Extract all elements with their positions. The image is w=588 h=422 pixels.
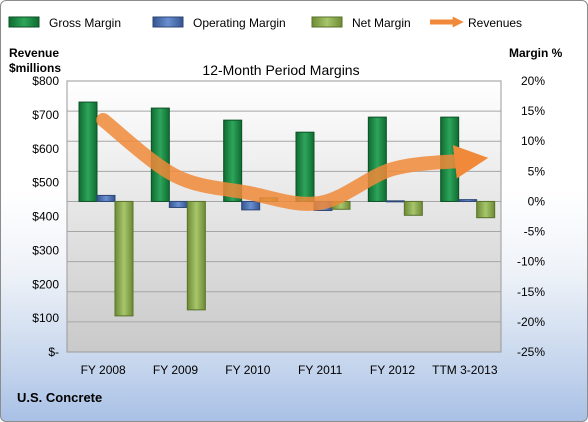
right-tick-label: 5% bbox=[528, 164, 546, 178]
left-axis-ticks: $800 $700 $600 $500 $400 $300 $200 $100 $- bbox=[32, 74, 59, 359]
net-margin-legend-swatch bbox=[311, 16, 343, 28]
operating-margin-bar bbox=[385, 200, 405, 203]
right-tick-label: 10% bbox=[521, 134, 545, 148]
right-tick-label: 20% bbox=[521, 74, 545, 88]
x-tick-label: FY 2010 bbox=[225, 363, 270, 377]
chart-legend: Gross Margin Operating Margin Net Margin Re… bbox=[8, 16, 522, 30]
net-margin-bar bbox=[403, 200, 423, 216]
gross-margin-legend-swatch bbox=[8, 16, 40, 28]
right-tick-label: 15% bbox=[521, 104, 545, 118]
left-tick-label: $400 bbox=[32, 210, 59, 224]
x-tick-label: FY 2012 bbox=[370, 363, 415, 377]
left-tick-label: $300 bbox=[32, 243, 59, 257]
operating-margin-bar bbox=[458, 199, 478, 202]
operating-margin-legend-label: Operating Margin bbox=[193, 16, 286, 30]
right-tick-label: 0% bbox=[528, 194, 546, 208]
left-tick-label: $- bbox=[48, 345, 59, 359]
bar-series bbox=[78, 101, 496, 317]
chart-title: 12-Month Period Margins bbox=[202, 62, 359, 78]
left-tick-label: $800 bbox=[32, 74, 59, 88]
operating-margin-bar bbox=[241, 200, 261, 211]
operating-margin-bar bbox=[96, 194, 116, 202]
revenues-series bbox=[96, 112, 489, 211]
right-tick-label: -5% bbox=[524, 225, 546, 239]
x-tick-label: TTM 3-2013 bbox=[432, 363, 498, 377]
net-margin-bar bbox=[114, 200, 134, 317]
net-margin-bar bbox=[186, 200, 206, 311]
left-axis-title-line1: Revenue bbox=[9, 46, 59, 60]
left-tick-label: $200 bbox=[32, 277, 59, 291]
gross-margin-bar bbox=[223, 119, 243, 202]
left-tick-label: $100 bbox=[32, 311, 59, 325]
revenues-line bbox=[96, 112, 489, 211]
left-tick-label: $700 bbox=[32, 108, 59, 122]
right-tick-label: -10% bbox=[517, 255, 545, 269]
right-tick-label: -20% bbox=[517, 315, 545, 329]
plot-area bbox=[66, 80, 502, 353]
net-margin-legend-label: Net Margin bbox=[352, 16, 411, 30]
right-tick-label: -15% bbox=[517, 285, 545, 299]
right-axis-title: Margin % bbox=[509, 46, 563, 60]
gridlines bbox=[67, 110, 501, 323]
gross-margin-legend-label: Gross Margin bbox=[49, 16, 121, 30]
revenues-legend-label: Revenues bbox=[468, 16, 522, 30]
company-name: U.S. Concrete bbox=[17, 390, 103, 405]
x-tick-label: FY 2008 bbox=[81, 363, 126, 377]
x-tick-label: FY 2011 bbox=[298, 363, 343, 377]
right-tick-label: -25% bbox=[517, 345, 545, 359]
gross-margin-bar bbox=[295, 131, 315, 202]
left-tick-label: $500 bbox=[32, 176, 59, 190]
operating-margin-legend-swatch bbox=[152, 16, 184, 28]
gross-margin-bar bbox=[367, 116, 387, 202]
operating-margin-bar bbox=[168, 200, 188, 208]
net-margin-bar bbox=[476, 200, 496, 219]
right-axis-ticks: 20% 15% 10% 5% 0% -5% -10% -15% -20% -25% bbox=[517, 74, 545, 359]
gross-margin-bar bbox=[78, 101, 98, 202]
left-tick-label: $600 bbox=[32, 142, 59, 156]
x-axis-ticks: FY 2008 FY 2009 FY 2010 FY 2011 FY 2012 TTM 3… bbox=[81, 363, 498, 377]
left-axis-title-line2: $millions bbox=[9, 61, 61, 75]
x-tick-label: FY 2009 bbox=[153, 363, 198, 377]
